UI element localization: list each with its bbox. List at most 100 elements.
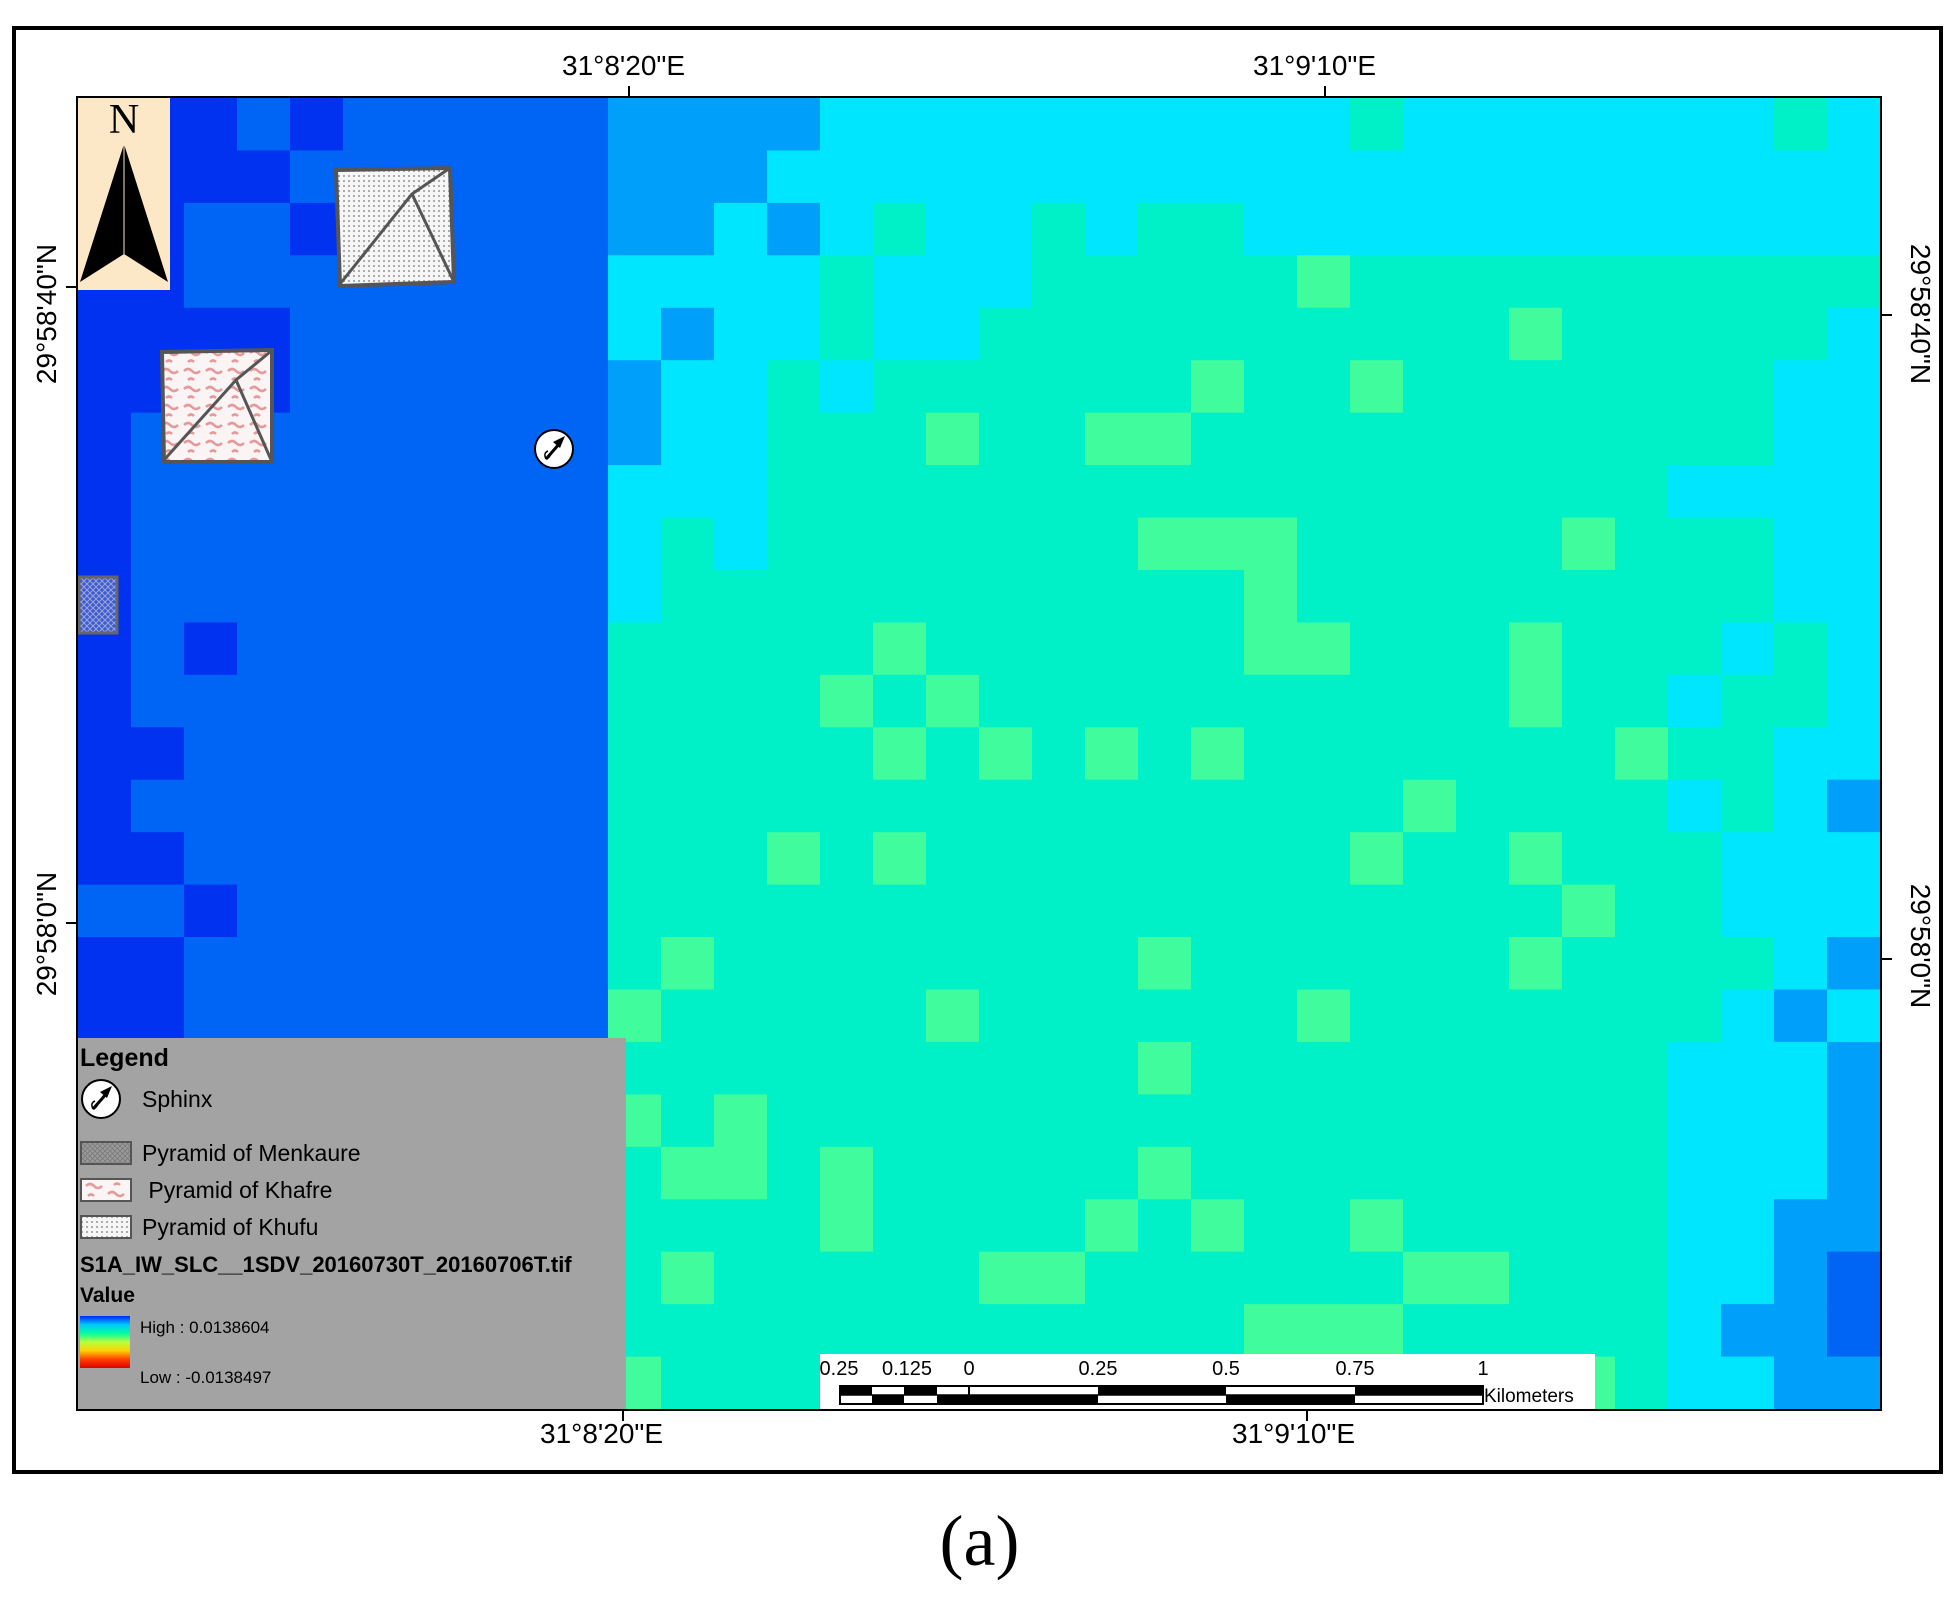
left-tick-1: [66, 286, 77, 288]
raster-cell: [1668, 569, 1722, 623]
raster-cell: [1297, 1041, 1351, 1095]
raster-cell: [343, 727, 397, 781]
raster-cell: [1615, 517, 1669, 571]
raster-cell: [1562, 412, 1616, 466]
legend-dotted-swatch: [80, 1215, 132, 1239]
raster-cell: [1403, 779, 1457, 833]
raster-cell: [926, 98, 980, 152]
raster-cell: [1509, 989, 1563, 1043]
legend-color-ramp: [80, 1316, 130, 1368]
raster-cell: [661, 360, 715, 414]
raster-cell: [1668, 1356, 1722, 1409]
raster-cell: [926, 412, 980, 466]
raster-cell: [1562, 832, 1616, 886]
raster-cell: [1774, 1094, 1828, 1148]
sphinx-icon[interactable]: [533, 428, 575, 470]
raster-cell: [290, 202, 344, 256]
raster-cell: [1085, 1199, 1139, 1253]
raster-cell: [1297, 1199, 1351, 1253]
raster-cell: [1085, 412, 1139, 466]
raster-cell: [1403, 465, 1457, 519]
raster-cell: [873, 1041, 927, 1095]
raster-cell: [1721, 884, 1775, 938]
raster-cell: [1668, 622, 1722, 676]
legend-panel: Legend Sphinx Pyramid of Menkaur: [78, 1038, 626, 1409]
raster-cell: [237, 150, 291, 204]
raster-cell: [979, 517, 1033, 571]
raster-cell: [1774, 884, 1828, 938]
raster-cell: [1350, 1304, 1404, 1358]
raster-cell: [131, 517, 185, 571]
khafre-pyramid-icon[interactable]: [160, 348, 276, 466]
raster-cell: [1615, 307, 1669, 361]
raster-cell: [449, 412, 503, 466]
raster-cell: [502, 884, 556, 938]
raster-cell: [979, 1304, 1033, 1358]
raster-cell: [1191, 832, 1245, 886]
raster-cell: [873, 360, 927, 414]
raster-cell: [1456, 1304, 1510, 1358]
raster-cell: [1244, 202, 1298, 256]
raster-cell: [608, 412, 662, 466]
raster-cell: [1774, 255, 1828, 309]
raster-cell: [1615, 569, 1669, 623]
menkaure-pyramid-icon[interactable]: [78, 575, 120, 635]
raster-cell: [1774, 202, 1828, 256]
raster-cell: [1721, 1094, 1775, 1148]
bottom-tick-2: [1306, 1410, 1308, 1421]
raster-cell: [608, 937, 662, 991]
raster-cell: [1615, 1146, 1669, 1200]
raster-cell: [1244, 1304, 1298, 1358]
raster-cell: [873, 307, 927, 361]
raster-cell: [1191, 98, 1245, 152]
raster-cell: [502, 989, 556, 1043]
figure-caption: (a): [939, 1501, 1020, 1581]
raster-cell: [131, 989, 185, 1043]
raster-cell: [767, 989, 821, 1043]
raster-cell: [1721, 1199, 1775, 1253]
raster-cell: [1774, 832, 1828, 886]
raster-cell: [449, 989, 503, 1043]
raster-cell: [131, 465, 185, 519]
raster-cell: [979, 1146, 1033, 1200]
raster-cell: [926, 1304, 980, 1358]
raster-cell: [1827, 884, 1880, 938]
raster-cell: [131, 727, 185, 781]
raster-cell: [290, 884, 344, 938]
raster-cell: [926, 937, 980, 991]
raster-cell: [1456, 150, 1510, 204]
raster-cell: [396, 98, 450, 152]
raster-cell: [767, 202, 821, 256]
raster-cell: [1509, 674, 1563, 728]
raster-cell: [1244, 1094, 1298, 1148]
raster-cell: [1668, 255, 1722, 309]
raster-cell: [1774, 465, 1828, 519]
raster-cell: [502, 307, 556, 361]
raster-cell: [1244, 674, 1298, 728]
raster-cell: [1827, 202, 1880, 256]
raster-cell: [290, 779, 344, 833]
raster-cell: [1297, 779, 1351, 833]
raster-cell: [1456, 1199, 1510, 1253]
raster-cell: [873, 412, 927, 466]
khufu-pyramid-icon[interactable]: [332, 164, 458, 290]
raster-cell: [1085, 989, 1139, 1043]
raster-cell: [1827, 412, 1880, 466]
raster-cell: [767, 727, 821, 781]
raster-cell: [555, 569, 609, 623]
raster-cell: [1827, 622, 1880, 676]
raster-cell: [873, 1146, 927, 1200]
map-area[interactable]: N Legend Sphinx: [76, 96, 1882, 1411]
raster-cell: [1668, 937, 1722, 991]
raster-cell: [131, 779, 185, 833]
raster-cell: [290, 832, 344, 886]
raster-cell: [1456, 98, 1510, 152]
raster-cell: [1456, 517, 1510, 571]
raster-cell: [1403, 727, 1457, 781]
raster-cell: [290, 412, 344, 466]
raster-cell: [767, 1041, 821, 1095]
raster-cell: [1191, 465, 1245, 519]
raster-cell: [1138, 832, 1192, 886]
raster-cell: [1297, 884, 1351, 938]
raster-cell: [661, 98, 715, 152]
